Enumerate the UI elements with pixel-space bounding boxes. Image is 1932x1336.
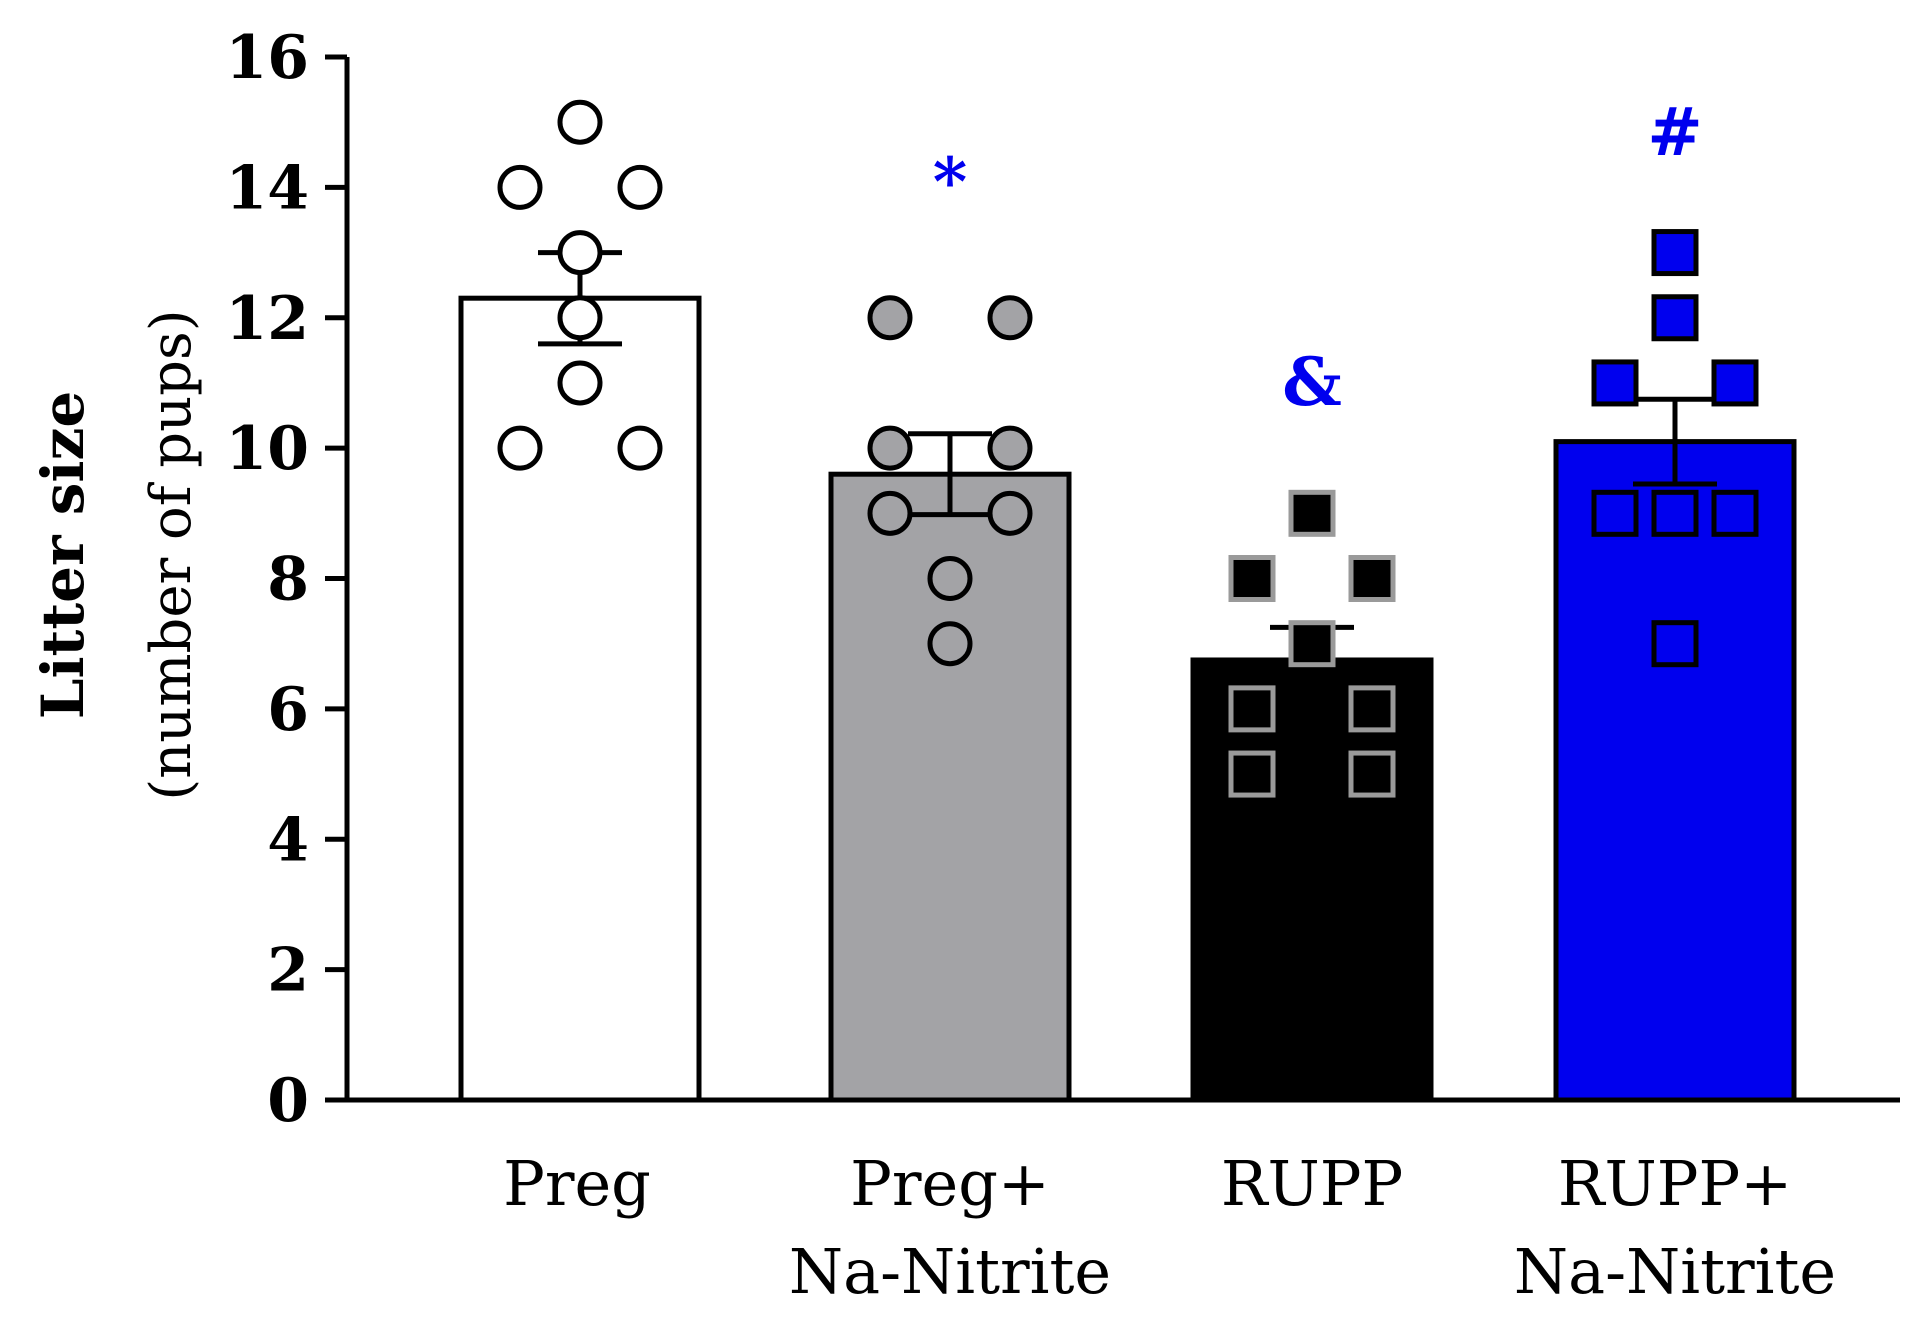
data-point (1348, 555, 1396, 602)
y-axis-label: Litter size (29, 391, 97, 720)
x-category-label: Na-Nitrite (1514, 1235, 1836, 1308)
data-point (1228, 685, 1276, 733)
y-tick-label: 16 (226, 23, 310, 93)
data-point (987, 425, 1033, 471)
data-point (987, 490, 1033, 536)
bar-1 (458, 295, 702, 1103)
data-point (1288, 489, 1336, 537)
data-point (1228, 555, 1276, 602)
axes-layer: 0 2 4 6 8 10 12 14 16 (226, 23, 1900, 1136)
error-bars-layer (538, 250, 1717, 696)
data-point (1348, 685, 1396, 733)
data-point (557, 360, 603, 406)
data-point (867, 490, 913, 536)
data-point (1591, 359, 1639, 407)
data-point (867, 295, 913, 341)
data-point (617, 425, 663, 471)
significance-annotation: # (1647, 93, 1702, 171)
significance-annotation: * (933, 143, 968, 221)
bar-3 (1190, 657, 1434, 1103)
x-category-label: Na-Nitrite (789, 1235, 1111, 1308)
significance-annotation: & (1282, 343, 1342, 421)
data-point (987, 295, 1033, 341)
data-point (557, 99, 603, 145)
x-category-label: Preg+ (850, 1147, 1050, 1220)
y-tick-label: 14 (226, 153, 310, 223)
data-point (497, 425, 543, 471)
data-point (1228, 750, 1276, 798)
data-point (1711, 359, 1759, 407)
bar-4 (1553, 439, 1797, 1103)
data-point (557, 295, 603, 341)
data-point (617, 164, 663, 210)
data-point (1348, 750, 1396, 798)
data-point (1591, 489, 1639, 537)
labels-layer: Litter size (number of pups) Preg Preg+ Na… (29, 93, 1836, 1308)
data-point (927, 621, 973, 667)
x-category-label: Preg (503, 1147, 651, 1220)
x-category-label: RUPP (1221, 1147, 1403, 1220)
data-point (1711, 489, 1759, 537)
data-point (1651, 294, 1699, 342)
y-tick-label: 10 (226, 414, 310, 484)
y-axis-sublabel: (number of pups) (139, 309, 204, 800)
data-point (497, 164, 543, 210)
y-tick-label: 12 (226, 284, 310, 354)
data-point (867, 425, 913, 471)
y-tick-label: 0 (267, 1066, 309, 1136)
data-point (1651, 620, 1699, 668)
data-point (1651, 229, 1699, 277)
data-point (927, 556, 973, 601)
points-layer (497, 99, 1759, 798)
y-tick-label: 8 (267, 545, 309, 615)
data-point (557, 230, 603, 276)
data-point (1288, 620, 1336, 668)
data-point (1651, 489, 1699, 537)
y-tick-label: 2 (267, 936, 309, 1006)
y-tick-label: 6 (267, 675, 309, 745)
y-tick-label: 4 (267, 805, 309, 875)
bars-layer (458, 295, 1797, 1103)
x-category-label: RUPP+ (1558, 1147, 1792, 1220)
